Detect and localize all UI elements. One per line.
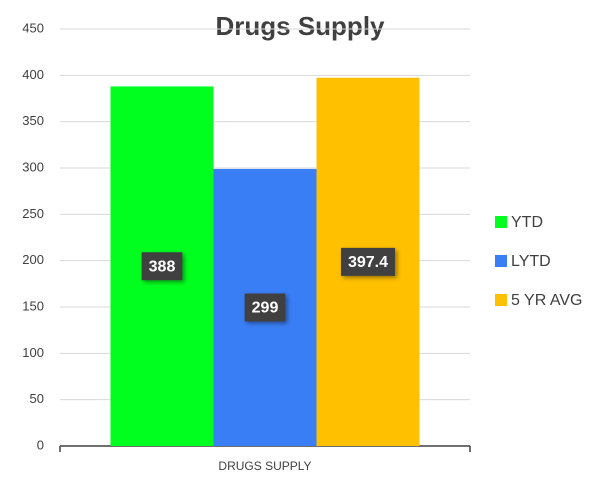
legend-swatch [495, 294, 507, 306]
legend-label: LYTD [511, 253, 551, 270]
data-label-box [141, 252, 183, 281]
legend-label: 5 YR AVG [511, 292, 582, 309]
data-label-box [340, 247, 396, 276]
y-tick-label: 50 [30, 391, 44, 406]
y-tick-label: 0 [37, 437, 44, 452]
y-tick-label: 200 [22, 252, 44, 267]
data-label: 388 [141, 252, 183, 281]
data-label-box [244, 293, 286, 322]
y-tick-label: 350 [22, 113, 44, 128]
y-tick-label: 150 [22, 298, 44, 313]
data-label-text: 388 [149, 258, 176, 275]
legend-label: YTD [511, 214, 543, 231]
y-tick-label: 400 [22, 67, 44, 82]
legend-swatch [495, 255, 507, 267]
y-tick-label: 250 [22, 206, 44, 221]
data-label: 397.4 [340, 247, 396, 276]
data-label-text: 397.4 [348, 254, 388, 271]
data-label-text: 299 [252, 300, 279, 317]
legend-swatch [495, 216, 507, 228]
y-tick-label: 450 [22, 20, 44, 35]
y-tick-label: 300 [22, 159, 44, 174]
y-tick-label: 100 [22, 345, 44, 360]
x-tick-label: DRUGS SUPPLY [218, 459, 311, 473]
data-label: 299 [244, 293, 286, 322]
chart-title: Drugs Supply [215, 11, 385, 41]
